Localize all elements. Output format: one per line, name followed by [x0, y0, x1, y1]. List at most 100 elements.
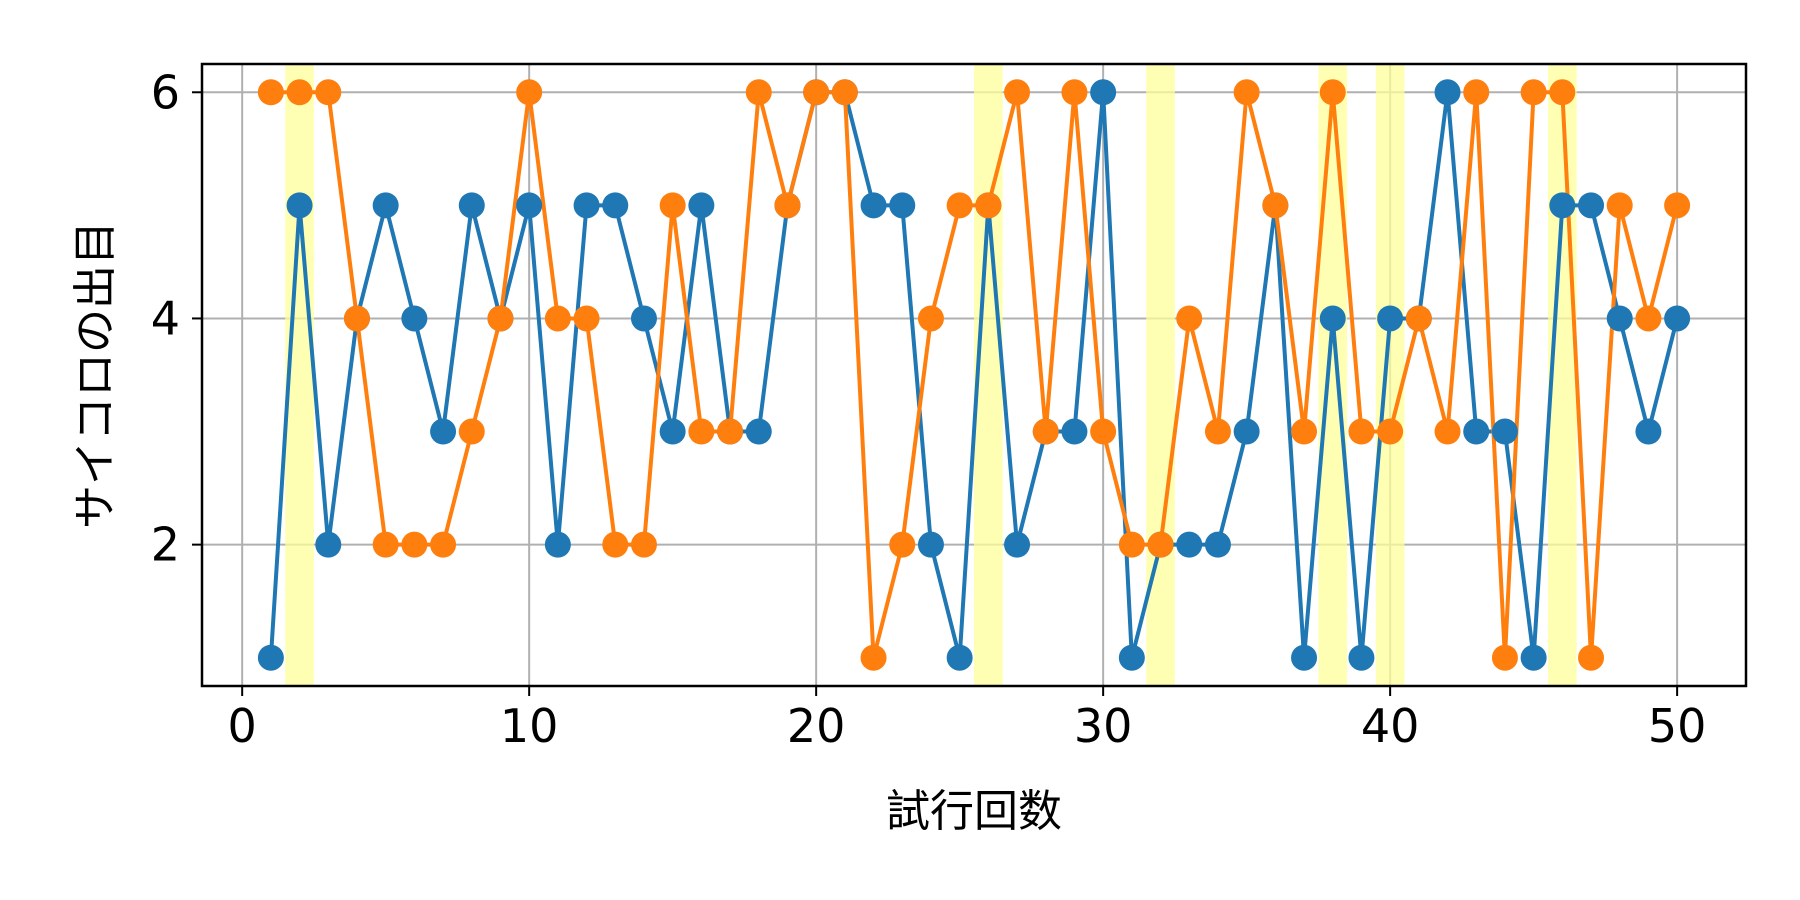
series-2-point — [831, 79, 858, 106]
series-1-point — [458, 192, 485, 219]
ticks: 0 10 20 30 40 50 2 4 6 — [151, 65, 1707, 753]
series-1-point — [1434, 79, 1461, 106]
series-2-point — [315, 79, 342, 106]
series-2-line — [270, 90, 1680, 659]
series-1-line — [268, 90, 1680, 659]
series-2-point — [1348, 418, 1375, 445]
series-2-point — [343, 305, 370, 332]
series-1-point — [630, 305, 657, 332]
series-2-point — [458, 418, 485, 445]
series-2-point — [745, 79, 772, 106]
series-1-point — [544, 531, 571, 558]
series-2-point — [659, 192, 686, 219]
series-1-point — [516, 192, 543, 219]
series-2-point — [1204, 418, 1231, 445]
highlight-band — [1375, 64, 1405, 686]
series-2-point — [1233, 79, 1260, 106]
series-1-point — [1348, 644, 1375, 671]
series-1-point — [1090, 79, 1117, 106]
series-2-point — [774, 192, 801, 219]
plot-frame — [200, 62, 1748, 688]
series-2-point — [630, 531, 657, 558]
series-2-point — [1061, 79, 1088, 106]
series-2-point — [1032, 418, 1059, 445]
series-2-point — [1118, 531, 1145, 558]
series-1-point — [1491, 418, 1518, 445]
series-1-point — [1463, 418, 1490, 445]
series-1-point — [257, 644, 284, 671]
series-2-point — [1291, 418, 1318, 445]
series-2-point — [1635, 305, 1662, 332]
series-2-point — [544, 305, 571, 332]
x-tick-label: 20 — [787, 699, 846, 753]
series-2-point — [1319, 79, 1346, 106]
series-2-point — [917, 305, 944, 332]
highlight-bands — [285, 64, 1577, 686]
series-1-point — [315, 531, 342, 558]
series-2-point — [1090, 418, 1117, 445]
series-1-point — [430, 418, 457, 445]
series-2-point — [1434, 418, 1461, 445]
series-1-point — [401, 305, 428, 332]
series-2-point — [602, 531, 629, 558]
y-axis-label: サイコロの出目 — [70, 221, 121, 529]
series-2-point — [1147, 531, 1174, 558]
series-2-point — [1004, 79, 1031, 106]
series-2-point — [516, 79, 543, 106]
series-1-point — [860, 192, 887, 219]
series-2-point — [430, 531, 457, 558]
series-2-point — [286, 79, 313, 106]
series-2-point — [1377, 418, 1404, 445]
series-1-point — [1291, 644, 1318, 671]
x-tick-label: 30 — [1074, 699, 1133, 753]
series-1-point — [1118, 644, 1145, 671]
series-2-point — [860, 644, 887, 671]
series-2-point — [717, 418, 744, 445]
series-1-point — [1233, 418, 1260, 445]
series-1-point — [1664, 305, 1691, 332]
x-tick-label: 10 — [500, 699, 559, 753]
series-2-point — [946, 192, 973, 219]
series-2-point — [573, 305, 600, 332]
series-2-point — [1463, 79, 1490, 106]
series-2-point — [1549, 79, 1576, 106]
series-2-point — [487, 305, 514, 332]
y-tick-label: 6 — [151, 65, 180, 119]
series-1-point — [286, 192, 313, 219]
series-2-point — [1405, 305, 1432, 332]
series-1-point — [1635, 418, 1662, 445]
series-1-point — [573, 192, 600, 219]
y-tick-label: 2 — [151, 518, 180, 572]
series-1-point — [1606, 305, 1633, 332]
series-1-point — [1204, 531, 1231, 558]
series-2-point — [889, 531, 916, 558]
series — [257, 79, 1691, 671]
series-2-point — [372, 531, 399, 558]
y-tick-label: 4 — [151, 291, 180, 345]
series-1-point — [659, 418, 686, 445]
series-1-point — [602, 192, 629, 219]
series-1-point — [946, 644, 973, 671]
series-2-point — [257, 79, 284, 106]
series-2-point — [1578, 644, 1605, 671]
x-axis-label: 試行回数 — [886, 786, 1062, 837]
series-1-point — [1578, 192, 1605, 219]
series-1-point — [1377, 305, 1404, 332]
highlight-band — [1146, 64, 1175, 686]
series-2-point — [1491, 644, 1518, 671]
series-1-point — [1520, 644, 1547, 671]
series-2-point — [1262, 192, 1289, 219]
series-2-point — [1520, 79, 1547, 106]
series-1-point — [1319, 305, 1346, 332]
series-2-point — [401, 531, 428, 558]
x-tick-label: 40 — [1361, 699, 1420, 753]
series-1-point — [1061, 418, 1088, 445]
series-2-point — [975, 192, 1002, 219]
series-2-point — [1664, 192, 1691, 219]
series-2-point — [1176, 305, 1203, 332]
series-1-point — [1176, 531, 1203, 558]
series-1-point — [745, 418, 772, 445]
series-1-point — [917, 531, 944, 558]
series-2-point — [1606, 192, 1633, 219]
